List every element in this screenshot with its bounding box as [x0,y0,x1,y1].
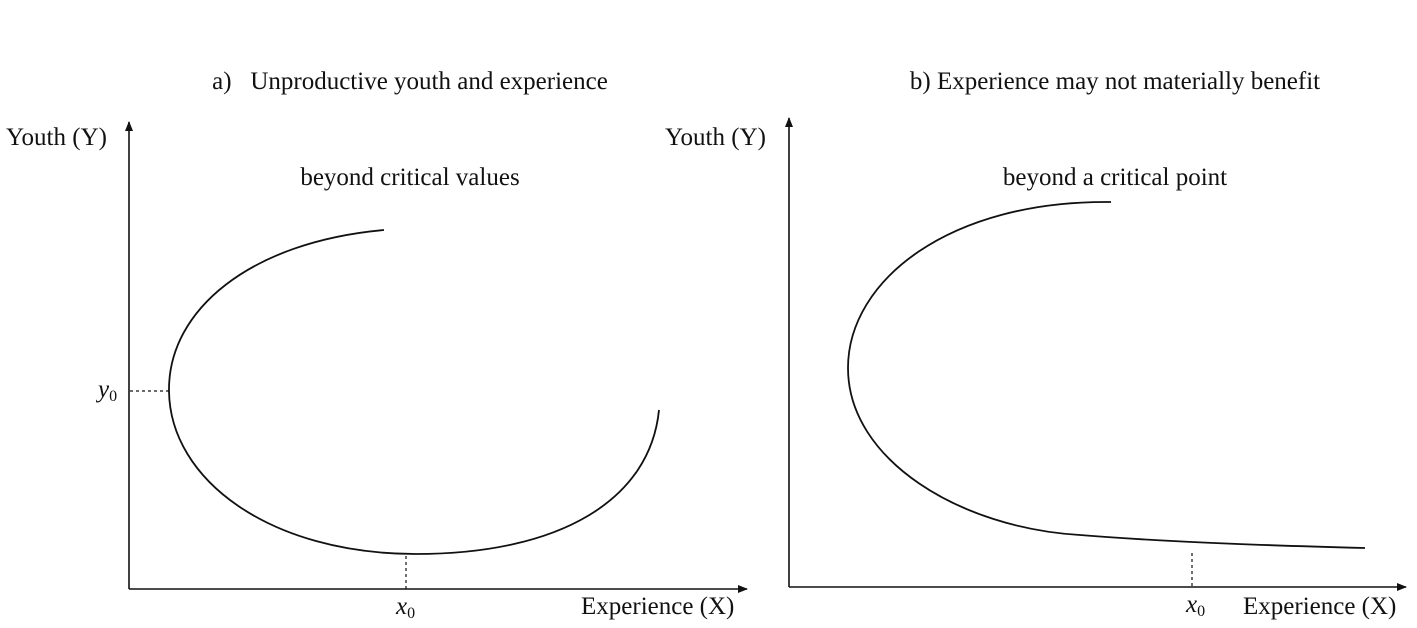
panel-a-x0-subscript: 0 [407,605,416,622]
panel-a-x-axis-label: Experience (X) [581,593,735,620]
panel-a-x0-letter: x [396,593,408,620]
panel-b-y-axis-label: Youth (Y) [665,124,766,151]
panel-b-x0-letter: x [1186,591,1198,618]
panel-a-title-line1: a) Unproductive youth and experience [212,68,608,95]
panel-b-title-line2: beyond a critical point [1002,164,1228,191]
panel-a-y0-subscript: 0 [109,388,118,405]
panel-a-y0-letter: y [98,376,110,403]
panel-b-curve [847,201,1366,549]
panel-a-x0-label: x0 [396,593,415,628]
panel-b-title: b) Experience may not materially benefit… [815,2,1415,226]
panel-a-curve [168,229,660,555]
panel-a-title-line2: beyond critical values [300,164,520,191]
panel-a-title: a) Unproductive youth and experience bey… [120,2,700,226]
panel-b-title-line1: b) Experience may not materially benefit [909,68,1321,95]
panel-b-x0-label: x0 [1186,591,1205,626]
panel-b-x-axis-label: Experience (X) [1243,593,1397,620]
panel-a-y-axis-label: Youth (Y) [6,124,107,151]
panel-a-y0-label: y0 [98,376,117,411]
panel-b-x0-subscript: 0 [1197,603,1206,620]
